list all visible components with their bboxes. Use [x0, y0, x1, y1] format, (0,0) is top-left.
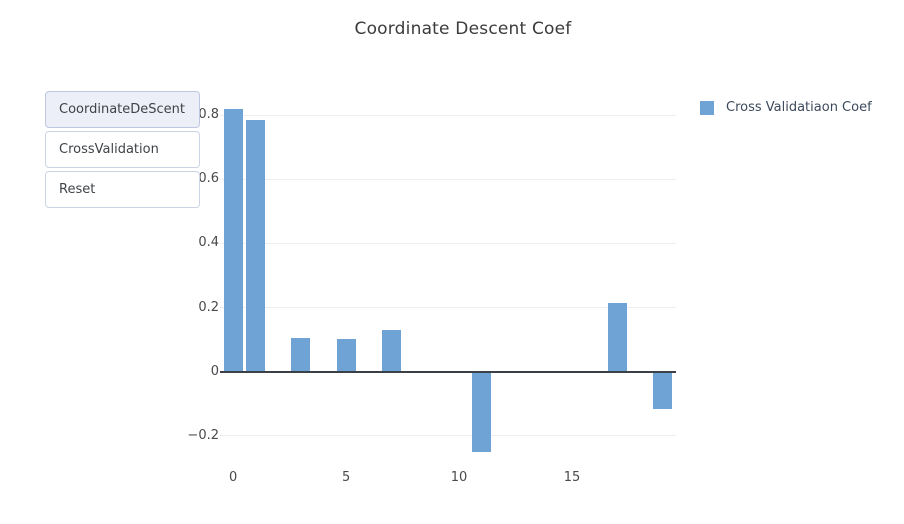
x-tick-label: 0 [228, 470, 238, 485]
gridline [220, 178, 676, 180]
y-tick-label: 0 [210, 363, 219, 379]
x-tick-label: 5 [341, 470, 351, 485]
gridline [220, 114, 676, 116]
y-tick-label: −0.2 [187, 427, 219, 443]
y-tick-label: 0.8 [198, 107, 219, 123]
y-tick-label: 0.4 [198, 235, 219, 251]
bar [223, 108, 243, 372]
bar [607, 302, 627, 372]
bar [291, 338, 311, 372]
bar [652, 371, 672, 409]
legend: Cross Validatiaon Coef [700, 100, 872, 115]
gridline [220, 307, 676, 309]
y-tick-label: 0.6 [198, 171, 219, 187]
reset-button[interactable]: Reset [45, 171, 200, 208]
x-tick-label: 15 [563, 470, 581, 485]
cross-validation-button[interactable]: CrossValidation [45, 131, 200, 168]
bar [381, 330, 401, 372]
gridline [220, 435, 676, 437]
bar [336, 339, 356, 372]
legend-label: Cross Validatiaon Coef [726, 100, 872, 115]
coordinate-descent-button[interactable]: CoordinateDeScent [45, 91, 200, 128]
y-tick-label: 0.2 [198, 299, 219, 315]
gridline [220, 242, 676, 244]
x-tick-label: 10 [450, 470, 468, 485]
bar [472, 371, 492, 452]
button-panel: CoordinateDeScent CrossValidation Reset [45, 91, 200, 208]
plot-area [220, 91, 676, 468]
zero-axis-line [220, 370, 676, 373]
legend-swatch-icon [700, 100, 714, 115]
bar [246, 119, 266, 372]
chart-title: Coordinate Descent Coef [354, 19, 572, 39]
